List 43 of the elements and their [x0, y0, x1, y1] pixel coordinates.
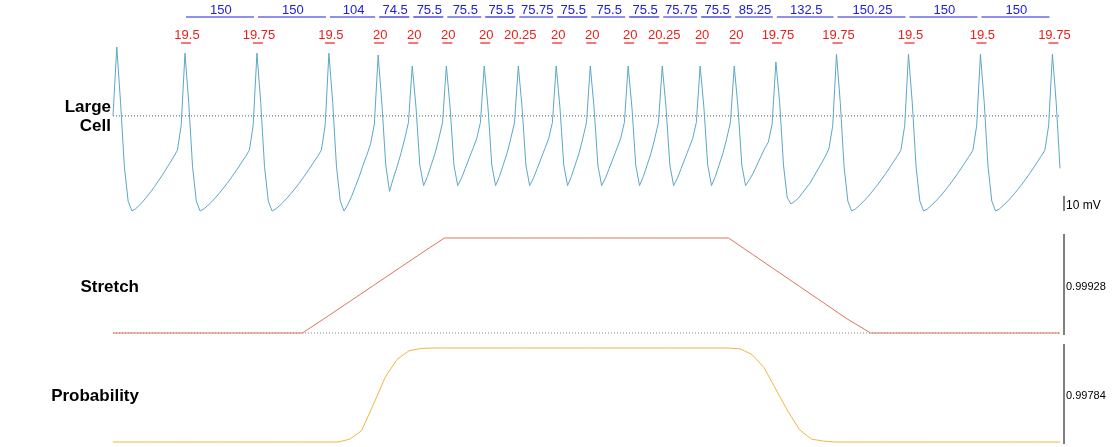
- text: 19.5: [174, 27, 200, 42]
- text: 85.25: [738, 2, 772, 17]
- text: 75.5: [632, 2, 658, 17]
- text: 150: [933, 2, 956, 17]
- text: 20: [694, 27, 710, 42]
- text: 132.5: [789, 2, 823, 17]
- text: 150.25: [852, 2, 893, 17]
- text: 75.5: [416, 2, 442, 17]
- text: 20: [372, 27, 388, 42]
- text: 20: [585, 27, 600, 42]
- y-axis-title: Large Cell: [64, 97, 111, 135]
- text: 20: [729, 27, 744, 42]
- text: 19.5: [897, 27, 924, 42]
- text: 75.75: [664, 2, 698, 17]
- text: 20: [550, 27, 566, 42]
- text: 20: [622, 27, 638, 42]
- text: 75.75: [520, 2, 554, 17]
- text: 20: [441, 27, 456, 42]
- text: 20.25: [647, 27, 681, 42]
- text: 19.5: [318, 27, 344, 42]
- text: 19.5: [969, 27, 996, 42]
- text: 104: [342, 2, 365, 17]
- text: 150: [282, 2, 304, 17]
- text: 75.5: [560, 2, 586, 17]
- text: 10 mV: [1066, 198, 1101, 212]
- text: 20: [478, 27, 494, 42]
- text: 19.75: [822, 27, 855, 42]
- text: 74.5: [382, 2, 408, 17]
- text: 20: [407, 27, 422, 42]
- text: 20.25: [504, 27, 537, 42]
- text: 75.5: [488, 2, 514, 17]
- text: 75.5: [452, 2, 478, 17]
- y-axis-title: Stretch: [80, 276, 139, 296]
- text: 19.75: [761, 27, 795, 42]
- text: 75.5: [704, 2, 730, 17]
- text: 19.75: [242, 27, 276, 42]
- text: 75.5: [596, 2, 622, 17]
- text: 150: [210, 2, 232, 17]
- text: 0.99784: [1066, 389, 1106, 401]
- text: 150: [1005, 2, 1028, 17]
- y-axis-title: Probability: [51, 386, 140, 405]
- text: 19.75: [1038, 27, 1071, 42]
- text: 0.99928: [1066, 279, 1106, 292]
